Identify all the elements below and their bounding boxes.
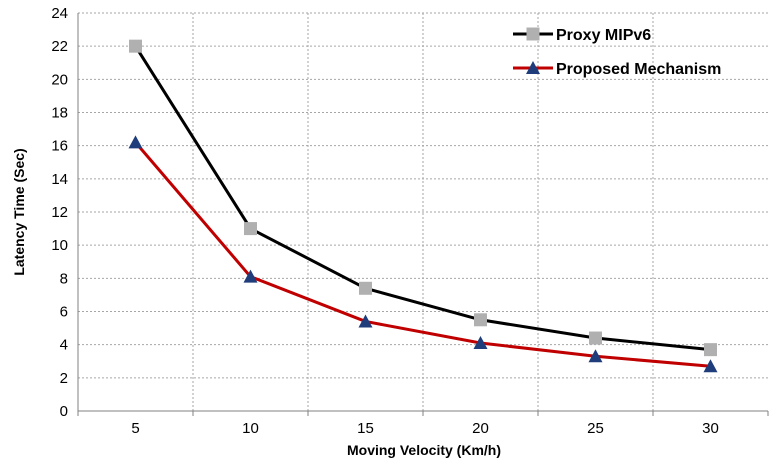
- grid-layer: [78, 12, 768, 412]
- x-tick-label: 10: [242, 420, 259, 437]
- square-marker: [359, 281, 372, 295]
- y-axis-title: Latency Time (Sec): [11, 148, 27, 275]
- y-tick-label: 22: [51, 38, 68, 55]
- y-tick-label: 8: [60, 270, 68, 287]
- y-tick-label: 0: [60, 403, 68, 420]
- square-marker: [704, 343, 717, 357]
- square-marker: [129, 39, 142, 53]
- x-tick-label: 25: [587, 420, 604, 437]
- square-marker: [589, 331, 602, 345]
- legend-label-2: Proposed Mechanism: [556, 61, 721, 78]
- x-axis-title: Moving Velocity (Km/h): [347, 442, 501, 458]
- y-tick-label: 4: [60, 337, 68, 354]
- legend-label-1: Proxy MIPv6: [556, 27, 651, 44]
- square-marker: [474, 313, 487, 327]
- triangle-marker: [128, 135, 143, 149]
- series-line-2: [134, 141, 711, 368]
- triangle-marker: [588, 349, 603, 363]
- legend-square-marker: [526, 27, 540, 41]
- triangle-marker: [243, 269, 258, 283]
- y-tick-label: 10: [51, 237, 68, 254]
- y-tick-label: 24: [51, 5, 68, 22]
- x-tick-label: 5: [131, 420, 139, 437]
- y-tick-label: 12: [51, 204, 68, 221]
- legend: Proxy MIPv6 Proposed Mechanism: [513, 27, 721, 78]
- y-tick-label: 6: [60, 304, 68, 321]
- triangle-marker: [473, 336, 488, 350]
- x-tick-label: 30: [702, 420, 719, 437]
- x-tick-label: 20: [472, 420, 489, 437]
- y-tick-label: 14: [51, 171, 68, 188]
- x-tick-label: 15: [357, 420, 374, 437]
- y-tick-label: 18: [51, 105, 68, 122]
- triangle-marker: [703, 359, 718, 373]
- legend-triangle-marker: [526, 61, 540, 74]
- series-line-1: [134, 45, 711, 352]
- series-layer: [128, 39, 718, 373]
- triangle-marker: [358, 314, 373, 328]
- y-tick-label: 16: [51, 138, 68, 155]
- y-tick-label: 2: [60, 370, 68, 387]
- y-tick-label: 20: [51, 71, 68, 88]
- square-marker: [244, 222, 257, 236]
